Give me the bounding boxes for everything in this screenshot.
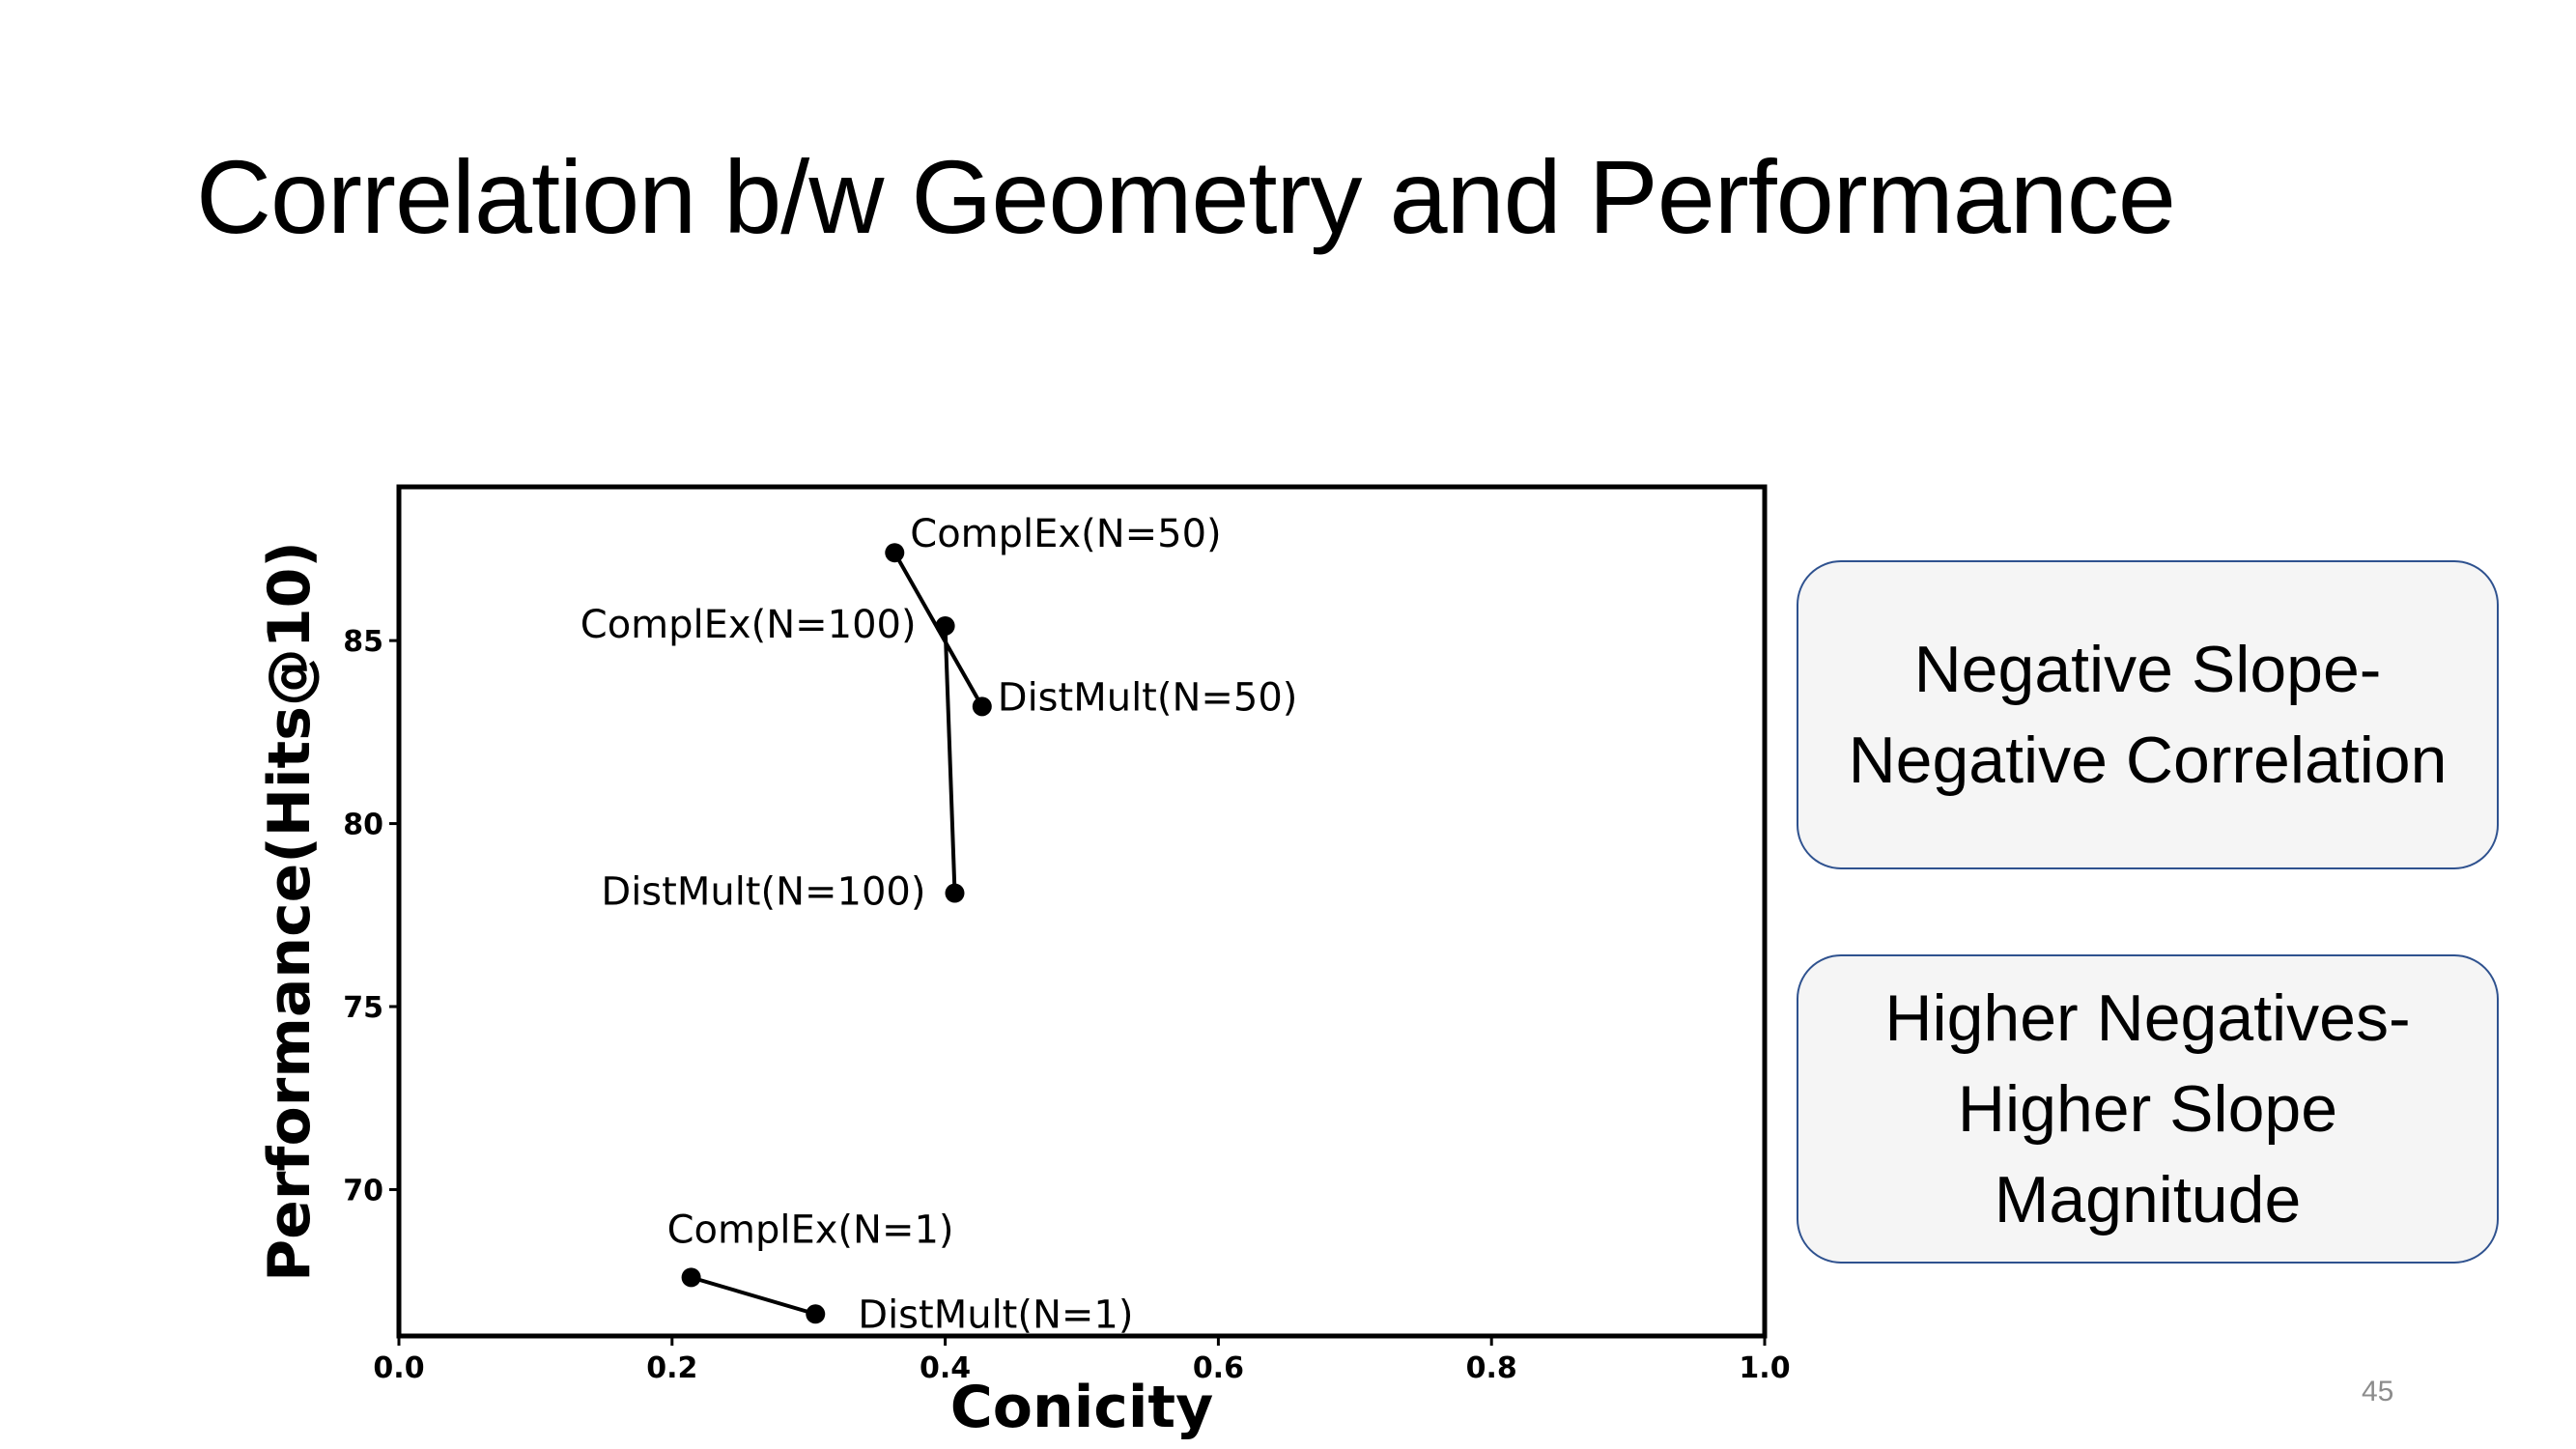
callout-line: Higher Slope xyxy=(1957,1072,2338,1146)
data-label: DistMult(N=100) xyxy=(601,870,925,915)
y-tick-label: 70 xyxy=(343,1174,383,1208)
series-line xyxy=(691,1275,816,1317)
x-tick-label: 0.6 xyxy=(1193,1351,1244,1385)
data-label: ComplEx(N=100) xyxy=(580,603,917,647)
data-point xyxy=(972,696,992,717)
negative-correlation-callout: Negative Slope- Negative Correlation xyxy=(1797,560,2499,869)
higher-negatives-callout: Higher Negatives- Higher Slope Magnitude xyxy=(1797,954,2499,1264)
x-tick-label: 0.0 xyxy=(373,1351,424,1385)
data-label: DistMult(N=50) xyxy=(998,675,1298,720)
data-label: ComplEx(N=1) xyxy=(667,1208,954,1252)
series-line xyxy=(943,625,957,894)
x-tick-label: 0.4 xyxy=(920,1351,971,1385)
data-point xyxy=(806,1304,826,1324)
data-label: ComplEx(N=50) xyxy=(910,512,1221,556)
plot-frame xyxy=(396,484,1768,1339)
data-point xyxy=(681,1267,701,1288)
callout-line: Negative Slope- xyxy=(1913,633,2382,706)
y-tick-label: 75 xyxy=(343,991,383,1025)
data-label: DistMult(N=1) xyxy=(858,1293,1133,1337)
x-tick-label: 1.0 xyxy=(1739,1351,1790,1385)
x-tick-label: 0.2 xyxy=(646,1351,697,1385)
y-tick-label: 85 xyxy=(343,625,383,659)
data-point xyxy=(885,543,905,563)
x-axis-label: Conicity xyxy=(950,1374,1213,1441)
data-point xyxy=(935,615,955,636)
y-tick-label: 80 xyxy=(343,809,383,842)
callout-line: Magnitude xyxy=(1994,1163,2302,1236)
x-tick-label: 0.8 xyxy=(1466,1351,1517,1385)
callout-line: Higher Negatives- xyxy=(1884,981,2411,1055)
slide-number: 45 xyxy=(2362,1376,2394,1407)
performance-vs-conicity-chart: 0.0 0.2 0.4 0.6 0.8 1.0 70 75 80 85 Conicity Perfor… xyxy=(256,484,1791,1441)
y-axis-label: Performance(Hits@10) xyxy=(256,541,324,1282)
slide-title: Correlation b/w Geometry and Performance xyxy=(196,138,2176,255)
data-point xyxy=(945,883,965,903)
callout-line: Negative Correlation xyxy=(1848,724,2448,797)
